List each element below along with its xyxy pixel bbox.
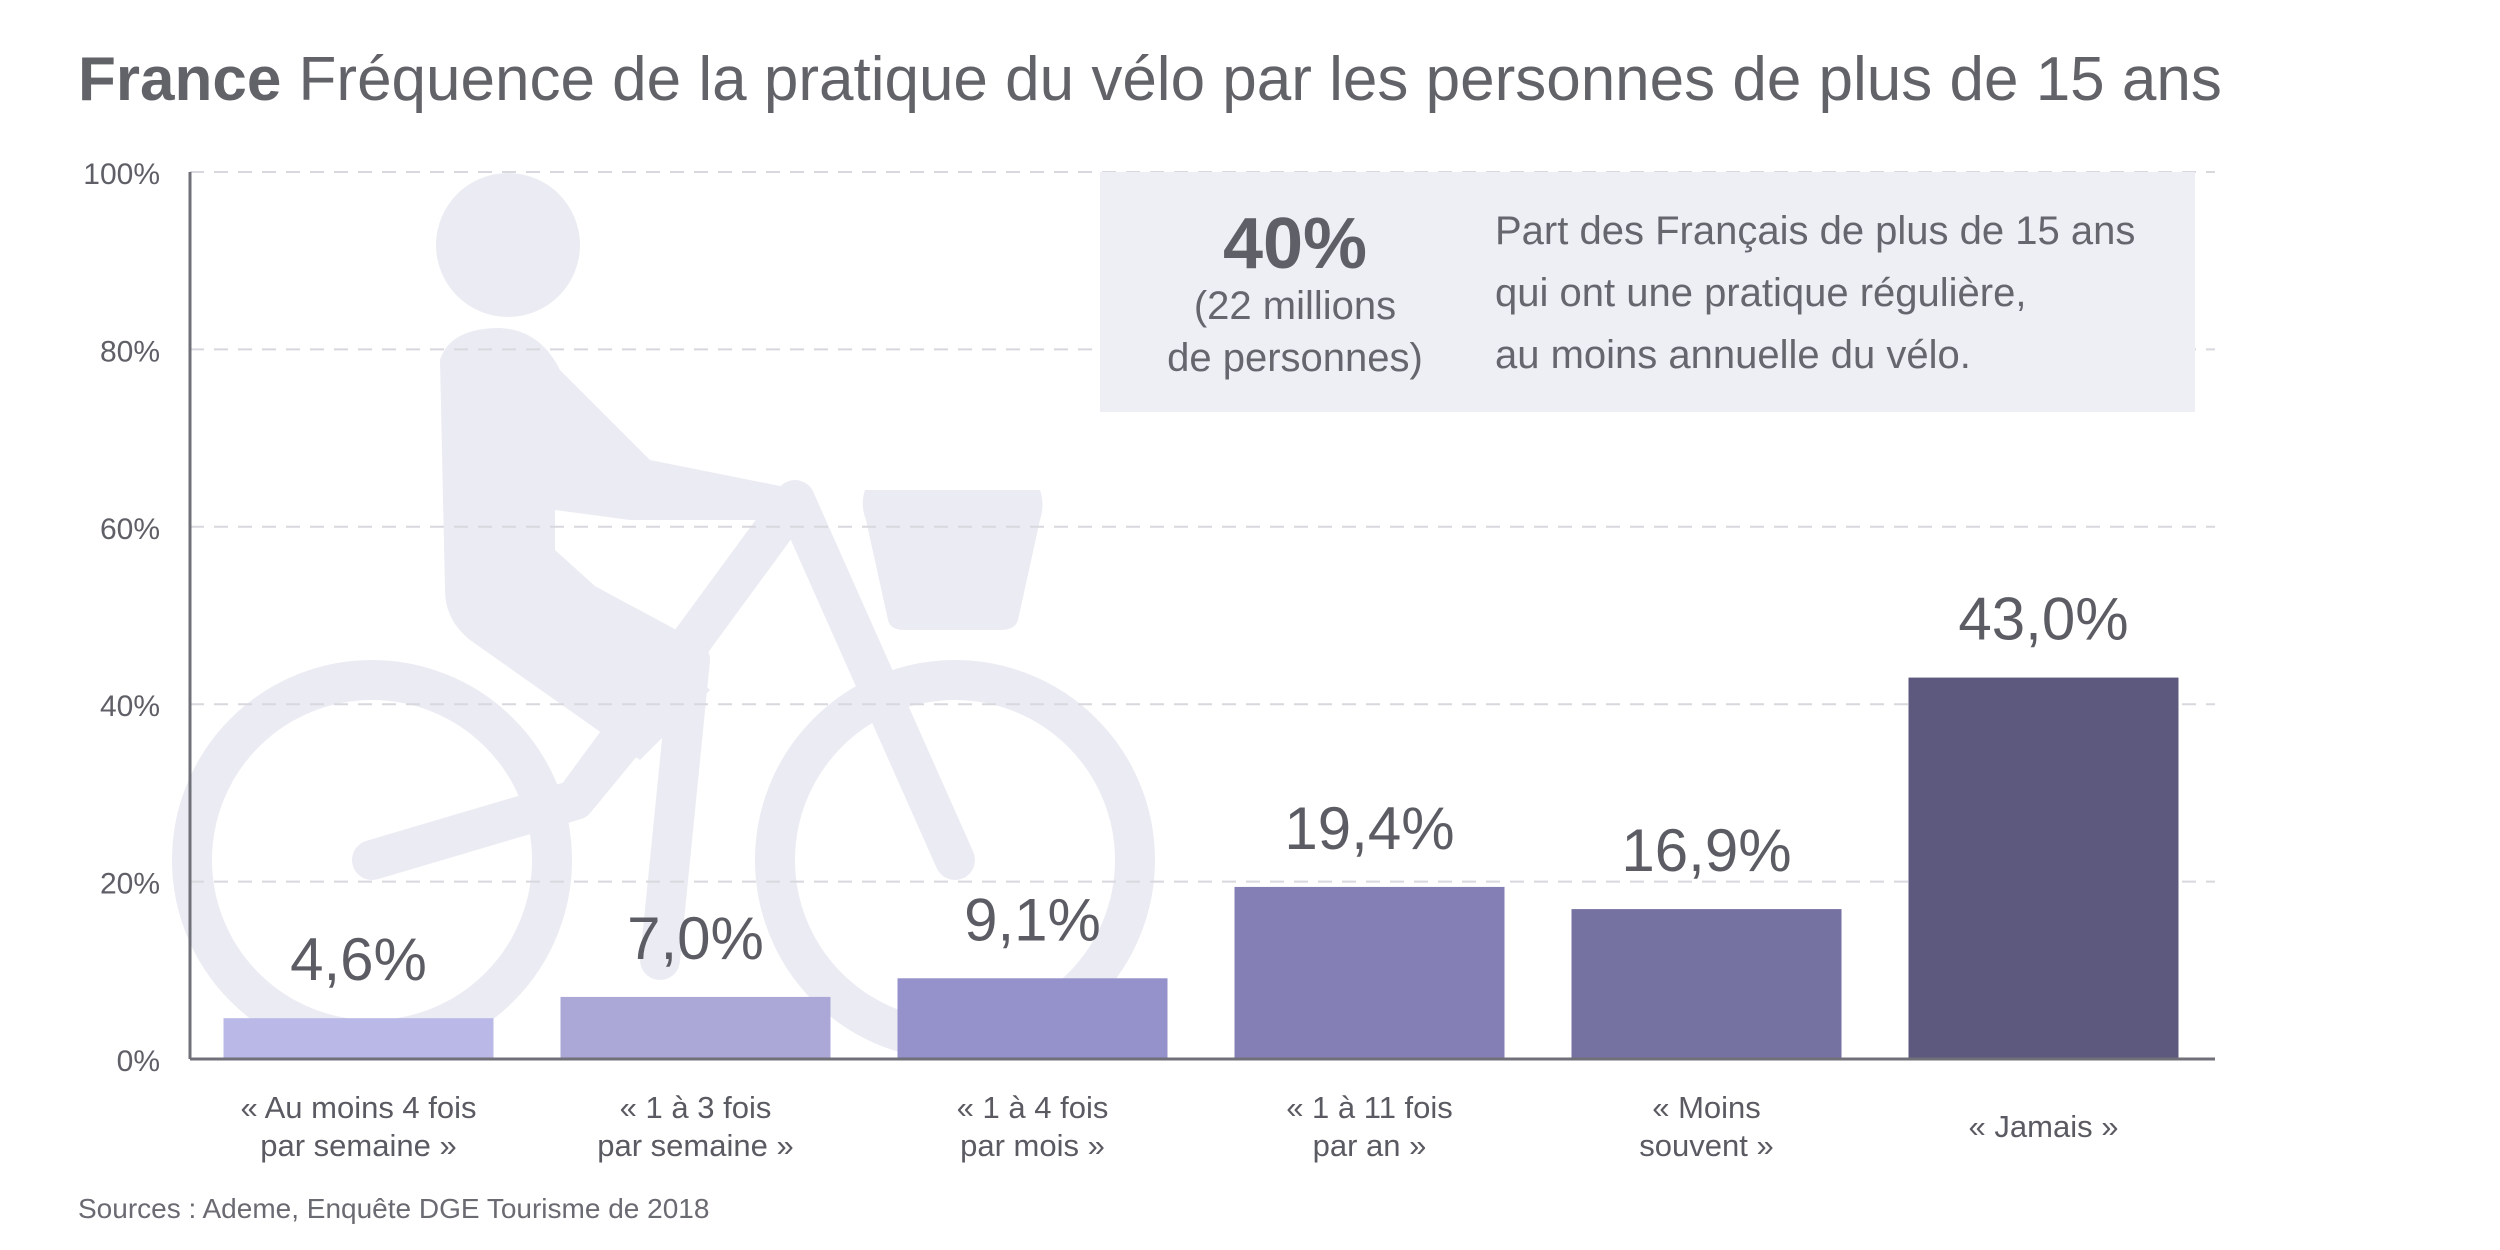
callout-sub-line-1: (22 millions [1193, 284, 1397, 328]
x-tick-label: par semaine » [597, 1128, 793, 1163]
x-tick-label: par an » [1313, 1128, 1427, 1163]
bar [1908, 677, 2179, 1059]
bike-basket [862, 490, 1043, 630]
bars-group [223, 677, 2179, 1059]
x-tick-label: souvent » [1639, 1128, 1773, 1163]
bar [1234, 886, 1505, 1059]
callout-description: Part des Français de plus de 15 ans qui … [1495, 200, 2135, 386]
x-tick-label: « 1 à 3 fois [620, 1090, 772, 1125]
x-tick-label: « 1 à 11 fois [1286, 1090, 1453, 1125]
value-labels: 4,6% 7,0% 9,1% 19,4% 16,9% 43,0% [290, 586, 2128, 994]
source-note: Sources : Ademe, Enquête DGE Tourisme de… [78, 1193, 710, 1224]
x-tick-label: par semaine » [260, 1128, 456, 1163]
value-label: 43,0% [1958, 586, 2128, 653]
callout-sub-line-2: de personnes) [1167, 336, 1423, 380]
x-tick-label: « Moins [1652, 1090, 1761, 1125]
axes [188, 172, 2215, 1061]
value-label: 16,9% [1621, 817, 1791, 884]
value-label: 4,6% [290, 926, 427, 993]
callout-text-line-2: qui ont une pratique régulière, [1495, 271, 2027, 315]
bar [1571, 909, 1842, 1059]
callout-text-line-1: Part des Français de plus de 15 ans [1495, 209, 2136, 253]
value-label: 7,0% [627, 905, 764, 972]
x-tick-label: « 1 à 4 fois [957, 1090, 1109, 1125]
bar [560, 996, 831, 1059]
bar [223, 1018, 494, 1059]
value-label: 9,1% [964, 886, 1101, 953]
x-tick-label: par mois » [960, 1128, 1105, 1163]
x-tick-label: « Au moins 4 fois [240, 1090, 476, 1125]
bar [897, 978, 1168, 1059]
cyclist-silhouette [172, 173, 1155, 1060]
callout-subtitle: (22 millions de personnes) [1100, 280, 1490, 384]
rider-head [436, 173, 580, 317]
value-label: 19,4% [1284, 795, 1454, 862]
title-country: France [78, 45, 282, 114]
y-tick-label: 80% [100, 335, 160, 368]
y-tick-label: 0% [117, 1045, 160, 1078]
y-tick-label: 100% [83, 158, 160, 191]
title-text: Fréquence de la pratique du vélo par les… [281, 45, 2222, 114]
callout-value: 40% [1222, 204, 1368, 284]
x-tick-label: « Jamais » [1969, 1109, 2119, 1144]
y-tick-label: 60% [100, 513, 160, 546]
rider-body [440, 328, 800, 760]
chart-title: France Fréquence de la pratique du vélo … [78, 40, 2222, 120]
summary-callout: 40% (22 millions de personnes) Part des … [1100, 172, 2195, 412]
y-tick-label: 20% [100, 868, 160, 901]
y-tick-label: 40% [100, 690, 160, 723]
y-tick-labels: 0% 20% 40% 60% 80% 100% [83, 158, 160, 1078]
callout-text-line-3: au moins annuelle du vélo. [1495, 333, 1971, 377]
